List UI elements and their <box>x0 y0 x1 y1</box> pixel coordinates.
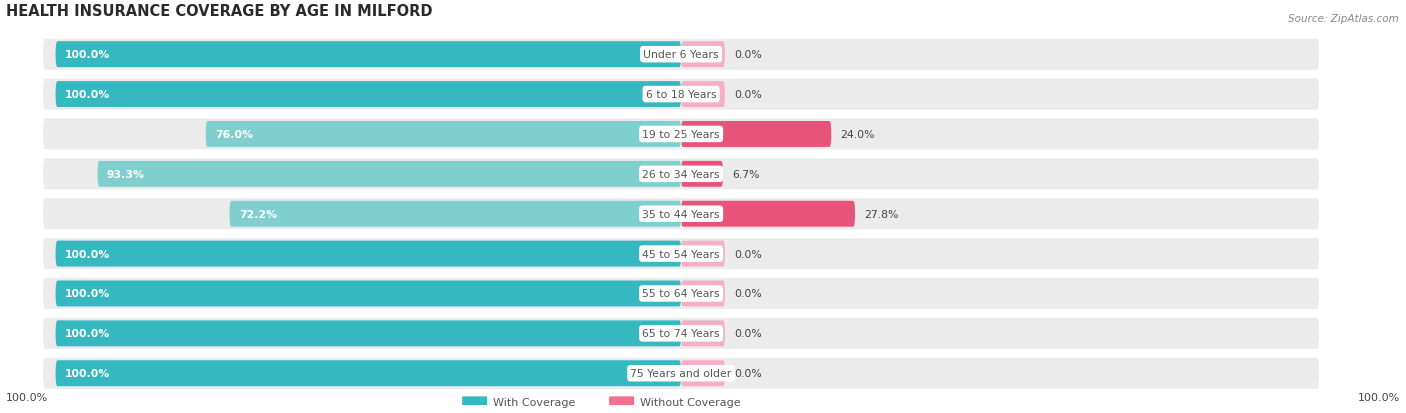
Text: Source: ZipAtlas.com: Source: ZipAtlas.com <box>1288 14 1399 24</box>
FancyBboxPatch shape <box>56 320 681 347</box>
FancyBboxPatch shape <box>44 238 1319 270</box>
FancyBboxPatch shape <box>681 82 725 108</box>
Text: 100.0%: 100.0% <box>65 90 110 100</box>
Text: 6 to 18 Years: 6 to 18 Years <box>645 90 717 100</box>
FancyBboxPatch shape <box>681 161 723 188</box>
Text: 100.0%: 100.0% <box>65 249 110 259</box>
Text: 76.0%: 76.0% <box>215 130 253 140</box>
FancyBboxPatch shape <box>681 320 725 347</box>
Text: 27.8%: 27.8% <box>865 209 898 219</box>
Text: 100.0%: 100.0% <box>65 368 110 378</box>
FancyBboxPatch shape <box>229 201 681 227</box>
Text: 65 to 74 Years: 65 to 74 Years <box>643 329 720 339</box>
FancyBboxPatch shape <box>681 361 725 386</box>
FancyBboxPatch shape <box>44 40 1319 71</box>
Text: 100.0%: 100.0% <box>6 392 48 402</box>
Text: With Coverage: With Coverage <box>494 397 576 407</box>
Text: 93.3%: 93.3% <box>107 169 145 179</box>
FancyBboxPatch shape <box>56 82 681 108</box>
Text: 100.0%: 100.0% <box>65 50 110 60</box>
FancyBboxPatch shape <box>44 79 1319 110</box>
FancyBboxPatch shape <box>56 241 681 267</box>
Text: 75 Years and older: 75 Years and older <box>630 368 731 378</box>
FancyBboxPatch shape <box>56 361 681 386</box>
FancyBboxPatch shape <box>681 122 831 147</box>
FancyBboxPatch shape <box>44 318 1319 349</box>
FancyBboxPatch shape <box>44 119 1319 150</box>
Text: 55 to 64 Years: 55 to 64 Years <box>643 289 720 299</box>
FancyBboxPatch shape <box>44 159 1319 190</box>
Text: Without Coverage: Without Coverage <box>641 397 741 407</box>
FancyBboxPatch shape <box>681 241 725 267</box>
FancyBboxPatch shape <box>205 122 681 147</box>
Text: 0.0%: 0.0% <box>734 50 762 60</box>
FancyBboxPatch shape <box>97 161 681 188</box>
Text: 0.0%: 0.0% <box>734 329 762 339</box>
Text: 35 to 44 Years: 35 to 44 Years <box>643 209 720 219</box>
Text: 0.0%: 0.0% <box>734 249 762 259</box>
Text: 0.0%: 0.0% <box>734 90 762 100</box>
FancyBboxPatch shape <box>463 396 488 408</box>
FancyBboxPatch shape <box>44 278 1319 309</box>
Text: 45 to 54 Years: 45 to 54 Years <box>643 249 720 259</box>
FancyBboxPatch shape <box>56 281 681 307</box>
Text: 100.0%: 100.0% <box>1358 392 1400 402</box>
Text: 0.0%: 0.0% <box>734 368 762 378</box>
Text: 24.0%: 24.0% <box>841 130 875 140</box>
FancyBboxPatch shape <box>44 358 1319 389</box>
FancyBboxPatch shape <box>56 42 681 68</box>
Text: 19 to 25 Years: 19 to 25 Years <box>643 130 720 140</box>
Text: 6.7%: 6.7% <box>733 169 759 179</box>
Text: 0.0%: 0.0% <box>734 289 762 299</box>
Text: 72.2%: 72.2% <box>239 209 277 219</box>
FancyBboxPatch shape <box>44 199 1319 230</box>
Text: Under 6 Years: Under 6 Years <box>644 50 718 60</box>
FancyBboxPatch shape <box>681 201 855 227</box>
Text: 26 to 34 Years: 26 to 34 Years <box>643 169 720 179</box>
Text: 100.0%: 100.0% <box>65 329 110 339</box>
FancyBboxPatch shape <box>681 42 725 68</box>
Text: 100.0%: 100.0% <box>65 289 110 299</box>
Text: HEALTH INSURANCE COVERAGE BY AGE IN MILFORD: HEALTH INSURANCE COVERAGE BY AGE IN MILF… <box>6 4 432 19</box>
FancyBboxPatch shape <box>609 396 634 408</box>
FancyBboxPatch shape <box>681 281 725 307</box>
